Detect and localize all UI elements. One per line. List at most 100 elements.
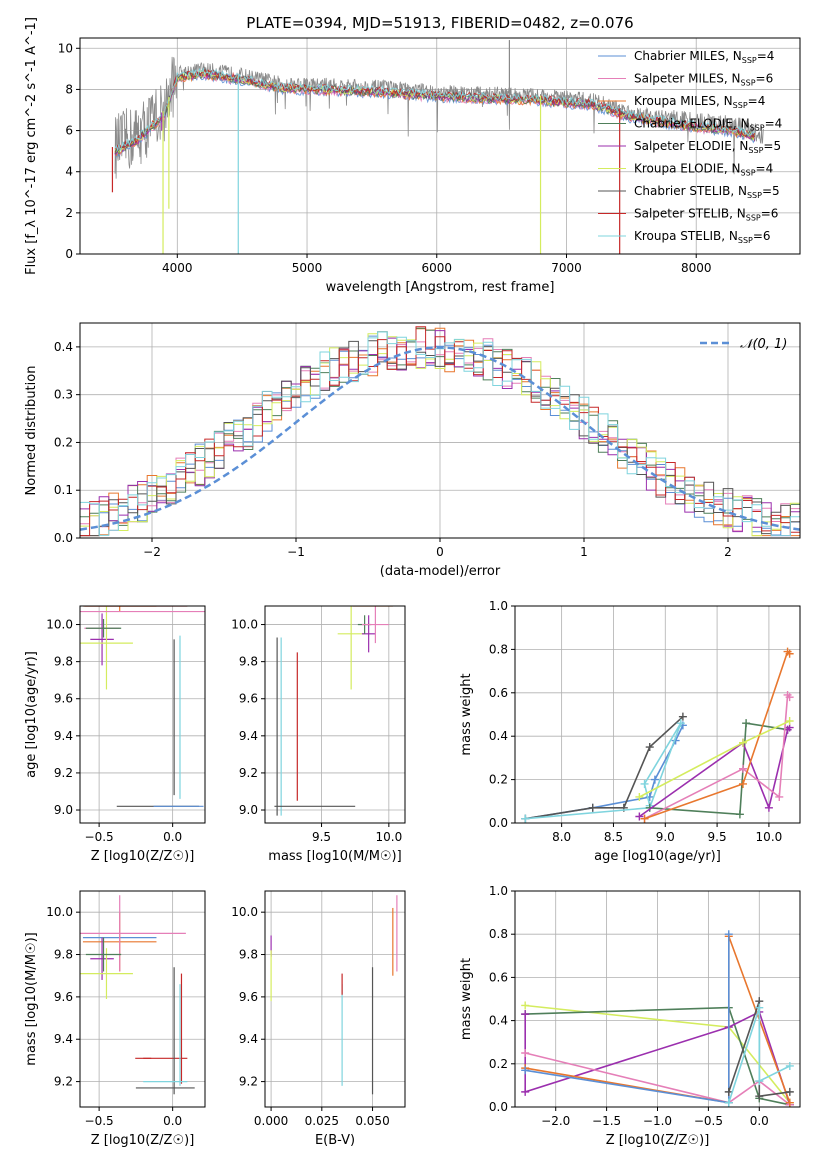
plus-marker [755, 1077, 764, 1086]
plus-marker [635, 792, 644, 801]
y-tick-label: 0.1 [54, 483, 73, 497]
plus-marker [588, 803, 597, 812]
legend-entry: Chabrier STELIB, NSSP=5 [634, 184, 780, 200]
histogram-step [80, 326, 800, 537]
axes-frame [79, 322, 801, 539]
gaussian-curve [80, 346, 800, 531]
x-tick-label: 0.0 [163, 1114, 182, 1128]
plus-marker [521, 1001, 530, 1010]
y-tick-label: 0.0 [54, 531, 73, 545]
x-axis-label: age [log10(age/yr)] [594, 849, 721, 864]
legend-entry: Kroupa STELIB, NSSP=6 [634, 229, 771, 245]
y-tick-label: 0.3 [54, 388, 73, 402]
grid [265, 606, 405, 823]
y-tick-label: 9.6 [54, 990, 73, 1004]
plus-marker [640, 779, 649, 788]
model-spectrum-line [114, 67, 755, 152]
y-tick-label: 0.0 [489, 816, 508, 830]
y-tick-label: 9.8 [54, 948, 73, 962]
y-tick-label: 0.4 [489, 1014, 508, 1028]
errorbar-point [82, 606, 157, 612]
legend: 𝒩(0, 1) [700, 337, 787, 352]
y-tick-label: 10.0 [231, 905, 258, 919]
errorbar-point [85, 618, 122, 638]
plus-marker [735, 810, 744, 819]
x-tick-label: 0.0 [163, 830, 182, 844]
plus-marker [739, 764, 747, 773]
y-tick-label: 10.0 [231, 618, 258, 632]
x-axis-label: (data-model)/error [380, 564, 501, 579]
y-tick-label: 9.4 [54, 1032, 73, 1046]
legend-entry: Kroupa MILES, NSSP=4 [634, 94, 765, 110]
x-tick-label: −2.0 [541, 1114, 570, 1128]
x-tick-label: −0.5 [694, 1114, 723, 1128]
y-axis-label: Normed distribution [24, 366, 39, 496]
x-tick-label: −0.5 [85, 1114, 114, 1128]
y-tick-label: 9.4 [239, 729, 258, 743]
y-tick-label: 9.8 [54, 655, 73, 669]
panel-massweight-vs-age: 8.0 8.5 9.0 9.5 10.0 0.0 0.2 0.4 0.6 0.8 1.0 age [l… [459, 599, 801, 864]
x-tick-label: 10.0 [756, 830, 783, 844]
errorbar-point [80, 606, 133, 690]
series-line [724, 1003, 794, 1107]
model-spectrum-line [114, 69, 756, 150]
y-tick-label: 0.6 [489, 686, 508, 700]
model-spectrum-line [114, 72, 756, 159]
plot-area [80, 38, 800, 254]
plus-marker [775, 792, 784, 801]
histogram-step [80, 338, 800, 532]
x-tick-label: 10.0 [375, 830, 402, 844]
histogram-step [80, 327, 800, 526]
figure-title: PLATE=0394, MJD=51913, FIBERID=0482, z=0… [246, 14, 633, 32]
series-path [649, 722, 788, 816]
series-path [644, 650, 791, 820]
series-path [525, 716, 684, 820]
x-tick-label: 1 [580, 545, 588, 559]
panel-massweight-vs-z: −2.0 −1.5 −1.0 −0.5 0.0 0.0 0.2 0.4 0.6 0.8 1.0 Z [… [459, 884, 801, 1148]
plot-area [515, 891, 800, 1107]
y-tick-label: 10.0 [46, 905, 73, 919]
plus-marker [521, 814, 530, 823]
x-tick-label: −2 [143, 545, 161, 559]
series-line [640, 647, 794, 823]
x-tick-label: 2 [724, 545, 732, 559]
plus-marker [724, 930, 733, 939]
legend-entry: 𝒩(0, 1) [740, 337, 787, 352]
y-axis-label: Flux [f_λ 10^-17 erg cm^-2 s^-1 A^-1] [24, 17, 39, 275]
plot-area [80, 323, 800, 538]
x-tick-label: 7000 [551, 261, 582, 275]
plus-marker [785, 693, 794, 702]
plus-marker [521, 1066, 530, 1075]
legend-entry: Salpeter STELIB, NSSP=6 [634, 207, 778, 223]
plus-marker [755, 1092, 764, 1101]
panel-mass-vs-z: −0.5 0.0 9.2 9.4 9.6 9.8 10.0 Z [log10(Z/Z☉)] ma… [24, 890, 206, 1148]
x-axis-label: Z [log10(Z/Z☉)] [91, 849, 195, 864]
errorbar-point [90, 937, 114, 980]
y-tick-label: 0.4 [54, 340, 73, 354]
y-tick-label: 4 [65, 165, 73, 179]
x-tick-label: 9.5 [708, 830, 727, 844]
x-axis-label: mass [log10(M/M☉)] [268, 849, 401, 864]
y-tick-label: 2 [65, 206, 73, 220]
series-path [638, 726, 791, 818]
plus-marker [785, 1098, 794, 1107]
axes-frame [79, 890, 206, 1108]
plus-marker [724, 1087, 733, 1096]
axes-frame [514, 605, 801, 824]
y-tick-label: 0.6 [489, 970, 508, 984]
y-tick-label: 1.0 [489, 599, 508, 613]
grid [80, 323, 800, 538]
grid [80, 606, 205, 823]
plot-area [80, 606, 205, 823]
y-tick-label: 9.2 [54, 766, 73, 780]
y-tick-label: 9.8 [239, 948, 258, 962]
errorbar-point [90, 613, 114, 666]
y-tick-label: 9.8 [239, 655, 258, 669]
y-tick-label: 0.4 [489, 729, 508, 743]
errorbar-point [85, 937, 122, 972]
errorbar-point [80, 948, 133, 999]
x-tick-label: −0.5 [85, 830, 114, 844]
errorbar-point [80, 895, 186, 972]
